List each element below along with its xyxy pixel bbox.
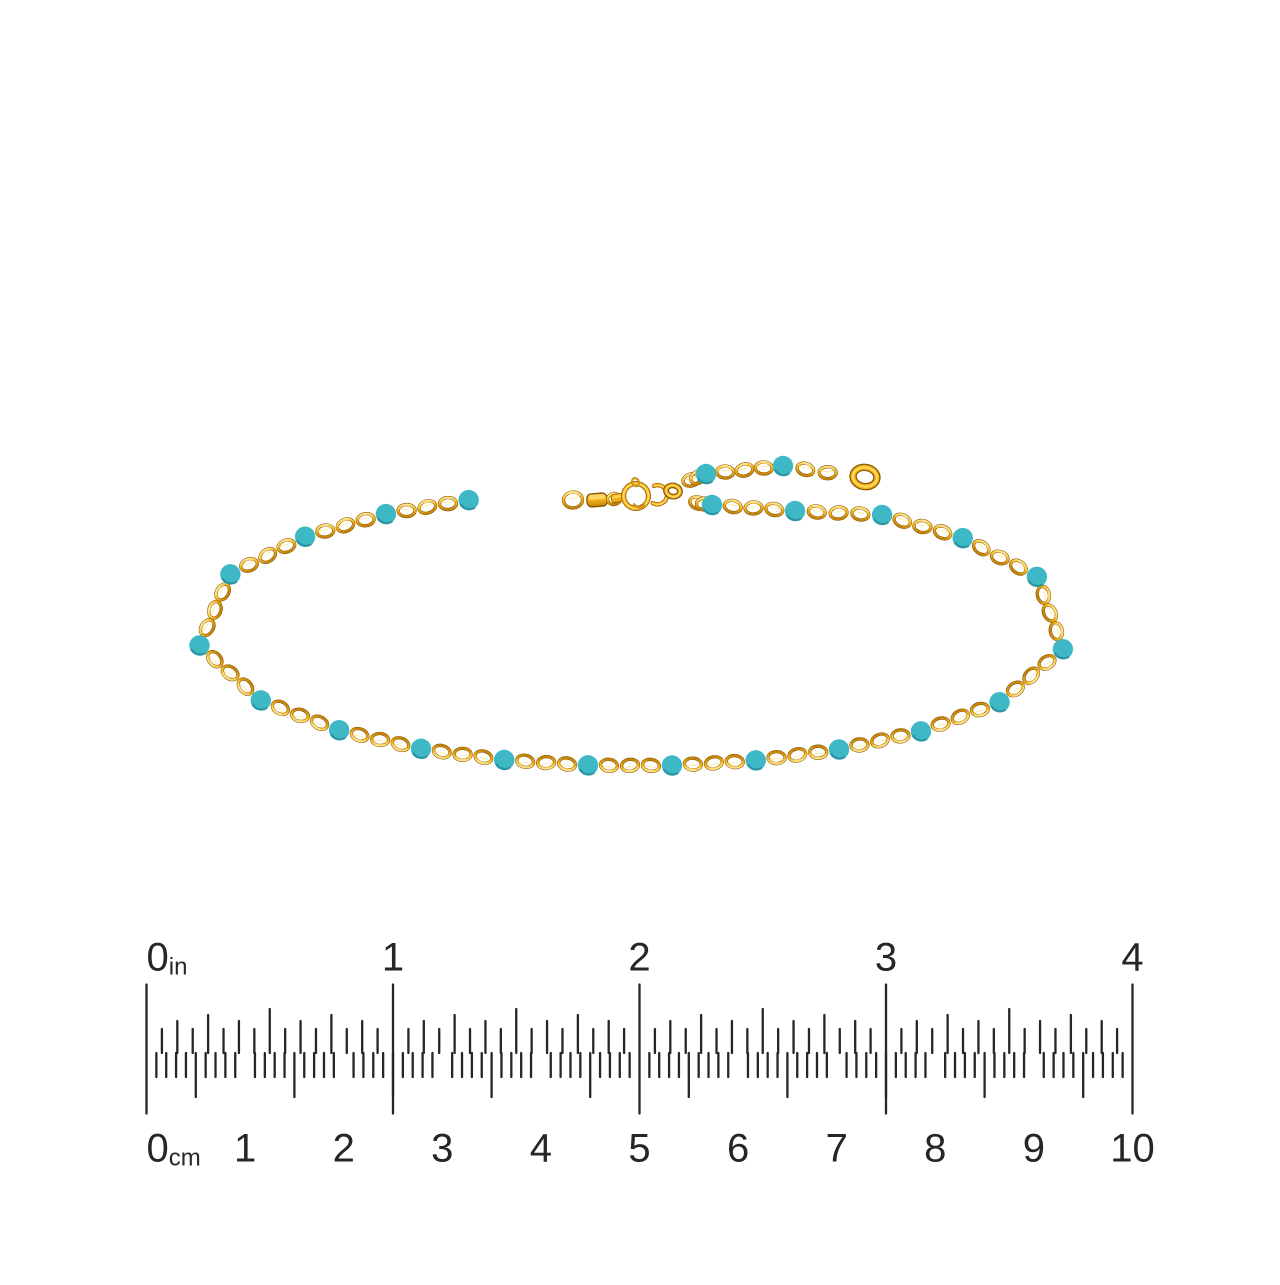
svg-text:5: 5 — [628, 1127, 650, 1171]
svg-text:2: 2 — [628, 936, 650, 980]
svg-text:4: 4 — [530, 1127, 552, 1171]
svg-text:6: 6 — [727, 1127, 749, 1171]
svg-text:7: 7 — [826, 1127, 848, 1171]
svg-text:1: 1 — [382, 936, 404, 980]
svg-text:3: 3 — [875, 936, 897, 980]
svg-text:4: 4 — [1121, 936, 1143, 980]
svg-text:2: 2 — [333, 1127, 355, 1171]
svg-text:1: 1 — [234, 1127, 256, 1171]
svg-text:3: 3 — [431, 1127, 453, 1171]
svg-text:8: 8 — [924, 1127, 946, 1171]
svg-text:9: 9 — [1023, 1127, 1045, 1171]
svg-text:10: 10 — [1110, 1127, 1155, 1171]
